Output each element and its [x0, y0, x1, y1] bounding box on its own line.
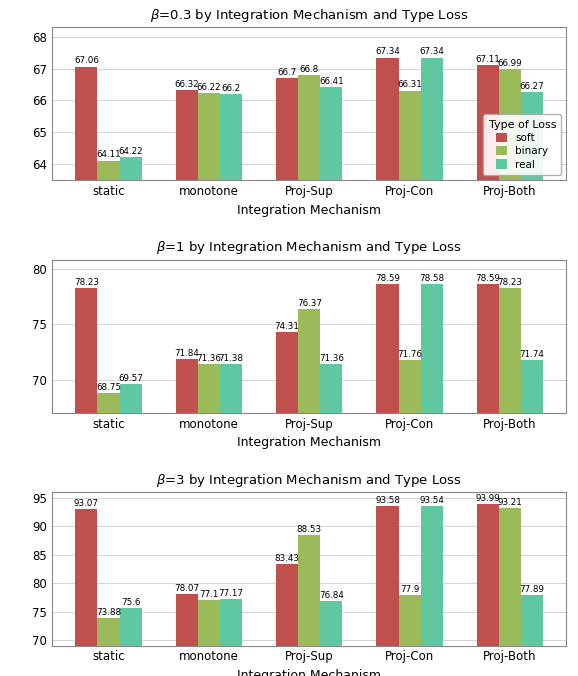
Text: 76.84: 76.84	[319, 591, 344, 600]
Text: 78.07: 78.07	[174, 584, 199, 593]
Bar	[220, 364, 242, 676]
Text: 67.11: 67.11	[476, 55, 500, 64]
Bar	[98, 161, 120, 676]
Text: 66.22: 66.22	[197, 83, 221, 92]
Bar	[120, 158, 142, 676]
Text: 71.38: 71.38	[218, 354, 243, 363]
Text: 73.88: 73.88	[96, 608, 121, 617]
Text: 67.06: 67.06	[74, 56, 99, 66]
Text: 93.54: 93.54	[419, 496, 444, 505]
Bar	[399, 91, 421, 676]
Bar	[75, 509, 98, 676]
Bar	[276, 332, 298, 676]
Text: 64.11: 64.11	[96, 151, 121, 160]
Text: 78.59: 78.59	[375, 274, 400, 283]
Bar	[499, 288, 521, 676]
Text: 68.75: 68.75	[96, 383, 121, 393]
Text: 66.31: 66.31	[397, 80, 422, 89]
Text: 83.43: 83.43	[275, 554, 299, 562]
Text: 78.23: 78.23	[498, 279, 523, 287]
Bar	[320, 364, 342, 676]
Text: 66.27: 66.27	[520, 82, 544, 91]
Bar	[477, 504, 499, 676]
Text: 78.58: 78.58	[419, 274, 444, 283]
Text: 66.41: 66.41	[319, 77, 343, 86]
Text: 66.99: 66.99	[498, 59, 523, 68]
Bar	[421, 506, 443, 676]
Bar	[421, 285, 443, 676]
Text: 71.84: 71.84	[175, 349, 199, 358]
Bar	[276, 564, 298, 676]
Bar	[120, 385, 142, 676]
Bar	[176, 90, 198, 676]
Text: 93.58: 93.58	[375, 496, 400, 505]
Bar	[176, 594, 198, 676]
X-axis label: Integration Mechanism: Integration Mechanism	[237, 669, 381, 676]
Bar	[98, 618, 120, 676]
Bar	[499, 508, 521, 676]
Legend: soft, binary, real: soft, binary, real	[483, 114, 561, 175]
Bar	[120, 608, 142, 676]
Text: 71.76: 71.76	[397, 350, 422, 359]
Bar	[399, 595, 421, 676]
Text: 93.99: 93.99	[476, 493, 500, 503]
Bar	[421, 57, 443, 676]
Text: 66.8: 66.8	[299, 65, 319, 74]
Bar	[521, 360, 543, 676]
Bar	[320, 87, 342, 676]
Text: 76.37: 76.37	[297, 299, 322, 308]
Text: 69.57: 69.57	[118, 375, 143, 383]
Text: 66.32: 66.32	[175, 80, 199, 89]
Bar	[376, 506, 399, 676]
Bar	[176, 359, 198, 676]
Bar	[198, 600, 220, 676]
Bar	[521, 92, 543, 676]
Text: 67.34: 67.34	[375, 47, 400, 56]
Bar	[376, 285, 399, 676]
Bar	[298, 535, 320, 676]
Bar	[499, 69, 521, 676]
Bar	[98, 393, 120, 676]
Bar	[75, 67, 98, 676]
Bar	[298, 309, 320, 676]
Text: 71.36: 71.36	[319, 354, 344, 364]
Text: 75.6: 75.6	[121, 598, 140, 607]
Text: 77.89: 77.89	[520, 585, 544, 594]
Title: $\beta$=1 by Integration Mechanism and Type Loss: $\beta$=1 by Integration Mechanism and T…	[156, 239, 462, 256]
Bar	[376, 57, 399, 676]
Title: $\beta$=3 by Integration Mechanism and Type Loss: $\beta$=3 by Integration Mechanism and T…	[156, 472, 462, 489]
Bar	[320, 601, 342, 676]
Text: 78.59: 78.59	[475, 274, 501, 283]
Bar	[477, 65, 499, 676]
Text: 71.74: 71.74	[520, 350, 544, 359]
Bar	[198, 364, 220, 676]
Text: 93.21: 93.21	[498, 498, 523, 507]
Text: 93.07: 93.07	[74, 499, 99, 508]
Bar	[75, 288, 98, 676]
Text: 66.7: 66.7	[277, 68, 297, 77]
Bar	[220, 599, 242, 676]
Bar	[298, 75, 320, 676]
Text: 77.9: 77.9	[400, 585, 419, 594]
Text: 64.22: 64.22	[118, 147, 143, 156]
X-axis label: Integration Mechanism: Integration Mechanism	[237, 203, 381, 216]
X-axis label: Integration Mechanism: Integration Mechanism	[237, 436, 381, 450]
Text: 77.1: 77.1	[199, 589, 218, 598]
Bar	[198, 93, 220, 676]
Text: 78.23: 78.23	[74, 279, 99, 287]
Title: $\beta$=0.3 by Integration Mechanism and Type Loss: $\beta$=0.3 by Integration Mechanism and…	[150, 7, 469, 24]
Text: 74.31: 74.31	[275, 322, 299, 331]
Bar	[521, 595, 543, 676]
Text: 67.34: 67.34	[419, 47, 444, 56]
Text: 88.53: 88.53	[297, 525, 322, 533]
Text: 71.36: 71.36	[197, 354, 221, 364]
Bar	[477, 285, 499, 676]
Text: 77.17: 77.17	[218, 589, 243, 598]
Bar	[276, 78, 298, 676]
Bar	[399, 360, 421, 676]
Text: 66.2: 66.2	[221, 84, 240, 93]
Bar	[220, 94, 242, 676]
